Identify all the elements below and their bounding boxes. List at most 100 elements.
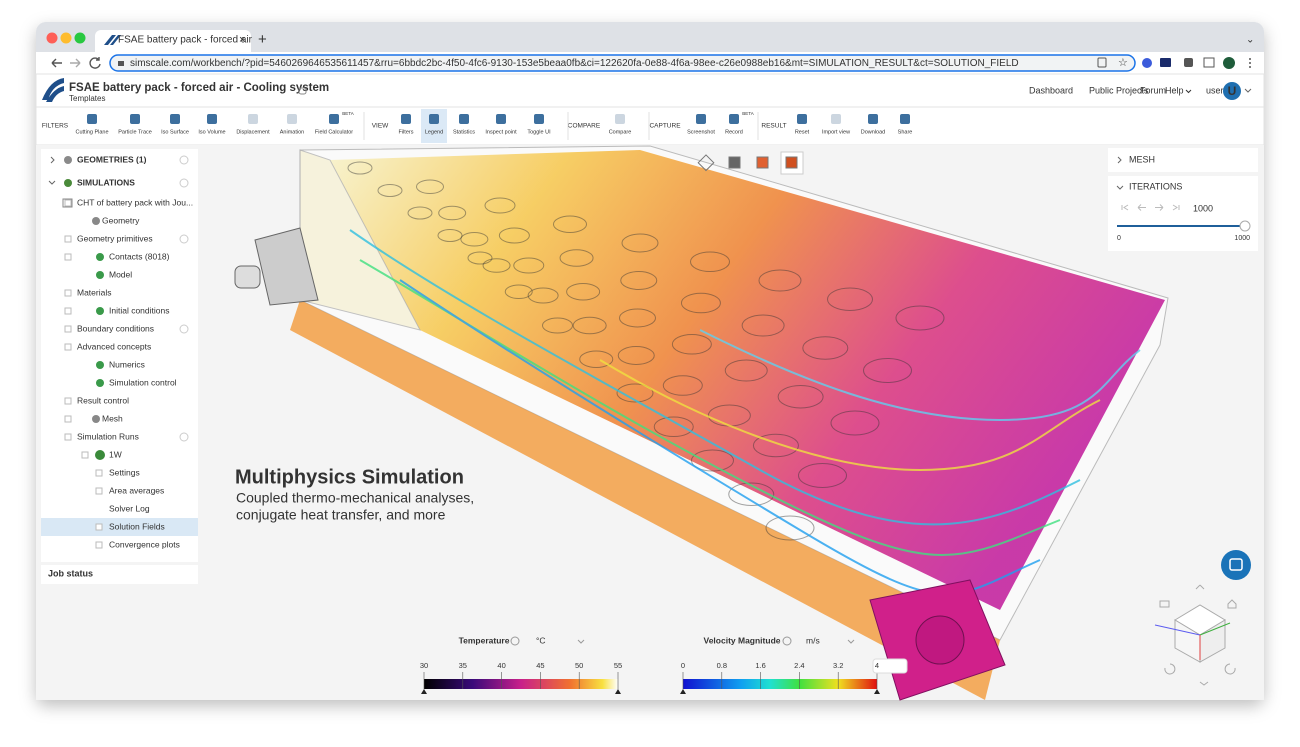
toolbar-icon[interactable] [207, 114, 217, 124]
tree-chevron[interactable] [48, 180, 56, 185]
tree-expander[interactable] [95, 487, 103, 495]
range-handle[interactable] [615, 689, 621, 694]
tree-chevron[interactable] [50, 156, 55, 164]
comment-icon[interactable] [298, 87, 307, 95]
nav-link[interactable]: Dashboard [1029, 85, 1073, 95]
tree-item[interactable]: Simulation control [109, 377, 177, 387]
tree-add-button[interactable] [179, 155, 189, 165]
tab-menu[interactable]: ⌄ [1246, 35, 1254, 46]
toolbar-button-label[interactable]: Cutting Plane [75, 129, 108, 135]
toolbar-icon[interactable] [696, 114, 706, 124]
playback-controls[interactable] [1121, 204, 1180, 211]
range-handle[interactable] [680, 689, 686, 694]
tree-item[interactable]: Solver Log [109, 503, 150, 513]
tree-expander[interactable] [95, 469, 103, 477]
tree-expander[interactable] [64, 415, 72, 423]
tree-add-button[interactable] [179, 432, 189, 442]
tree-item[interactable]: Mesh [102, 413, 123, 423]
view-cube[interactable] [1154, 584, 1237, 686]
toolbar-button-label[interactable]: Share [898, 129, 913, 135]
range-handle[interactable] [421, 689, 427, 694]
toolbar-icon[interactable] [87, 114, 97, 124]
tree-expander[interactable] [64, 433, 72, 441]
tree-item[interactable]: Numerics [109, 359, 145, 369]
toolbar-icon[interactable] [170, 114, 180, 124]
toolbar-icon[interactable] [831, 114, 841, 124]
toolbar-button-label[interactable]: Iso Volume [198, 129, 225, 135]
legend-menu[interactable] [510, 636, 520, 646]
avatar[interactable] [1223, 82, 1241, 100]
tree-item[interactable]: Boundary conditions [77, 323, 154, 333]
toolbar-icon[interactable] [729, 114, 739, 124]
maximize-button[interactable] [74, 32, 86, 44]
user-name[interactable]: user [1206, 85, 1224, 95]
mesh-panel[interactable] [1108, 148, 1258, 172]
back-button[interactable] [51, 58, 62, 68]
tab-close[interactable]: × [239, 34, 245, 46]
tree-expander[interactable] [64, 199, 72, 207]
minimize-button[interactable] [60, 32, 72, 44]
toolbar-icon[interactable] [900, 114, 910, 124]
tree-item[interactable]: Solution Fields [109, 521, 165, 531]
chat-button[interactable] [1221, 550, 1251, 580]
tree-expander[interactable] [95, 541, 103, 549]
toolbar-icon[interactable] [429, 114, 439, 124]
tree-item[interactable]: Convergence plots [109, 539, 180, 549]
tree-item[interactable]: Geometry [102, 215, 140, 225]
tree-expander[interactable] [95, 523, 103, 531]
nav-link[interactable]: Help [1165, 85, 1184, 95]
tree-item[interactable]: CHT of battery pack with Jou... [77, 197, 193, 207]
tree-expander[interactable] [64, 307, 72, 315]
tree-item[interactable]: Materials [77, 287, 111, 297]
toolbar-button-label[interactable]: Reset [795, 129, 810, 135]
tree-expander[interactable] [64, 343, 72, 351]
tree-item[interactable]: SIMULATIONS [77, 177, 135, 187]
toolbar-button-label[interactable]: Inspect point [485, 129, 517, 135]
toolbar-button-label[interactable]: Particle Trace [118, 129, 152, 135]
legend-menu[interactable] [782, 636, 792, 646]
close-button[interactable] [46, 32, 58, 44]
view-presets[interactable] [697, 151, 804, 175]
tree-item[interactable]: GEOMETRIES (1) [77, 154, 147, 164]
max-input[interactable] [872, 658, 908, 674]
toolbar-icon[interactable] [329, 114, 339, 124]
toolbar-button-label[interactable]: Screenshot [687, 129, 715, 135]
tree-expander[interactable] [64, 289, 72, 297]
tree-item[interactable]: 1W [109, 449, 122, 459]
toolbar-button-label[interactable]: Filters [399, 129, 414, 135]
nav-link[interactable]: Forum [1140, 85, 1166, 95]
toolbar-button-label[interactable]: Import view [822, 129, 850, 135]
toolbar-icon[interactable] [459, 114, 469, 124]
toolbar-button-label[interactable]: Displacement [236, 129, 270, 135]
toolbar-button-label[interactable]: Compare [609, 129, 632, 135]
toolbar-icon[interactable] [287, 114, 297, 124]
tree-item[interactable]: Initial conditions [109, 305, 169, 315]
toolbar-button-label[interactable]: Statistics [453, 129, 475, 135]
toolbar-icon[interactable] [797, 114, 807, 124]
tree-item[interactable]: Geometry primitives [77, 233, 153, 243]
forward-button[interactable] [70, 58, 81, 68]
new-tab[interactable]: + [258, 31, 267, 48]
tree-item[interactable]: Settings [109, 467, 140, 477]
tree-item[interactable]: Advanced concepts [77, 341, 151, 351]
tree-expander[interactable] [64, 235, 72, 243]
tree-expander[interactable] [64, 253, 72, 261]
toolbar-button-label[interactable]: Toggle UI [527, 129, 551, 135]
tree-item[interactable]: Model [109, 269, 132, 279]
job-status[interactable]: Job status [48, 568, 93, 578]
tree-add-button[interactable] [179, 234, 189, 244]
toolbar-icon[interactable] [130, 114, 140, 124]
range-handle[interactable] [874, 689, 880, 694]
tree-item[interactable]: Contacts (8018) [109, 251, 170, 261]
toolbar-button-label[interactable]: Iso Surface [161, 129, 189, 135]
nav-link[interactable]: Public Projects [1089, 85, 1149, 95]
toolbar-icon[interactable] [401, 114, 411, 124]
legend-unit[interactable]: m/s [806, 635, 820, 645]
tree-expander[interactable] [64, 397, 72, 405]
toolbar-button-label[interactable]: Legend [425, 129, 443, 135]
toolbar-icon[interactable] [248, 114, 258, 124]
toolbar-icon[interactable] [496, 114, 506, 124]
tree-item[interactable]: Result control [77, 395, 129, 405]
project-subtitle[interactable]: Templates [69, 94, 105, 103]
slider-thumb[interactable] [1239, 220, 1251, 232]
